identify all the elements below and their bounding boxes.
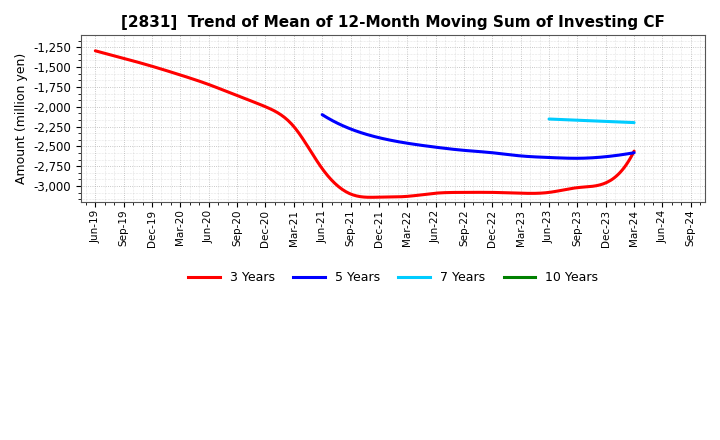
Legend: 3 Years, 5 Years, 7 Years, 10 Years: 3 Years, 5 Years, 7 Years, 10 Years xyxy=(184,266,603,289)
Y-axis label: Amount (million yen): Amount (million yen) xyxy=(15,53,28,184)
Title: [2831]  Trend of Mean of 12-Month Moving Sum of Investing CF: [2831] Trend of Mean of 12-Month Moving … xyxy=(121,15,665,30)
